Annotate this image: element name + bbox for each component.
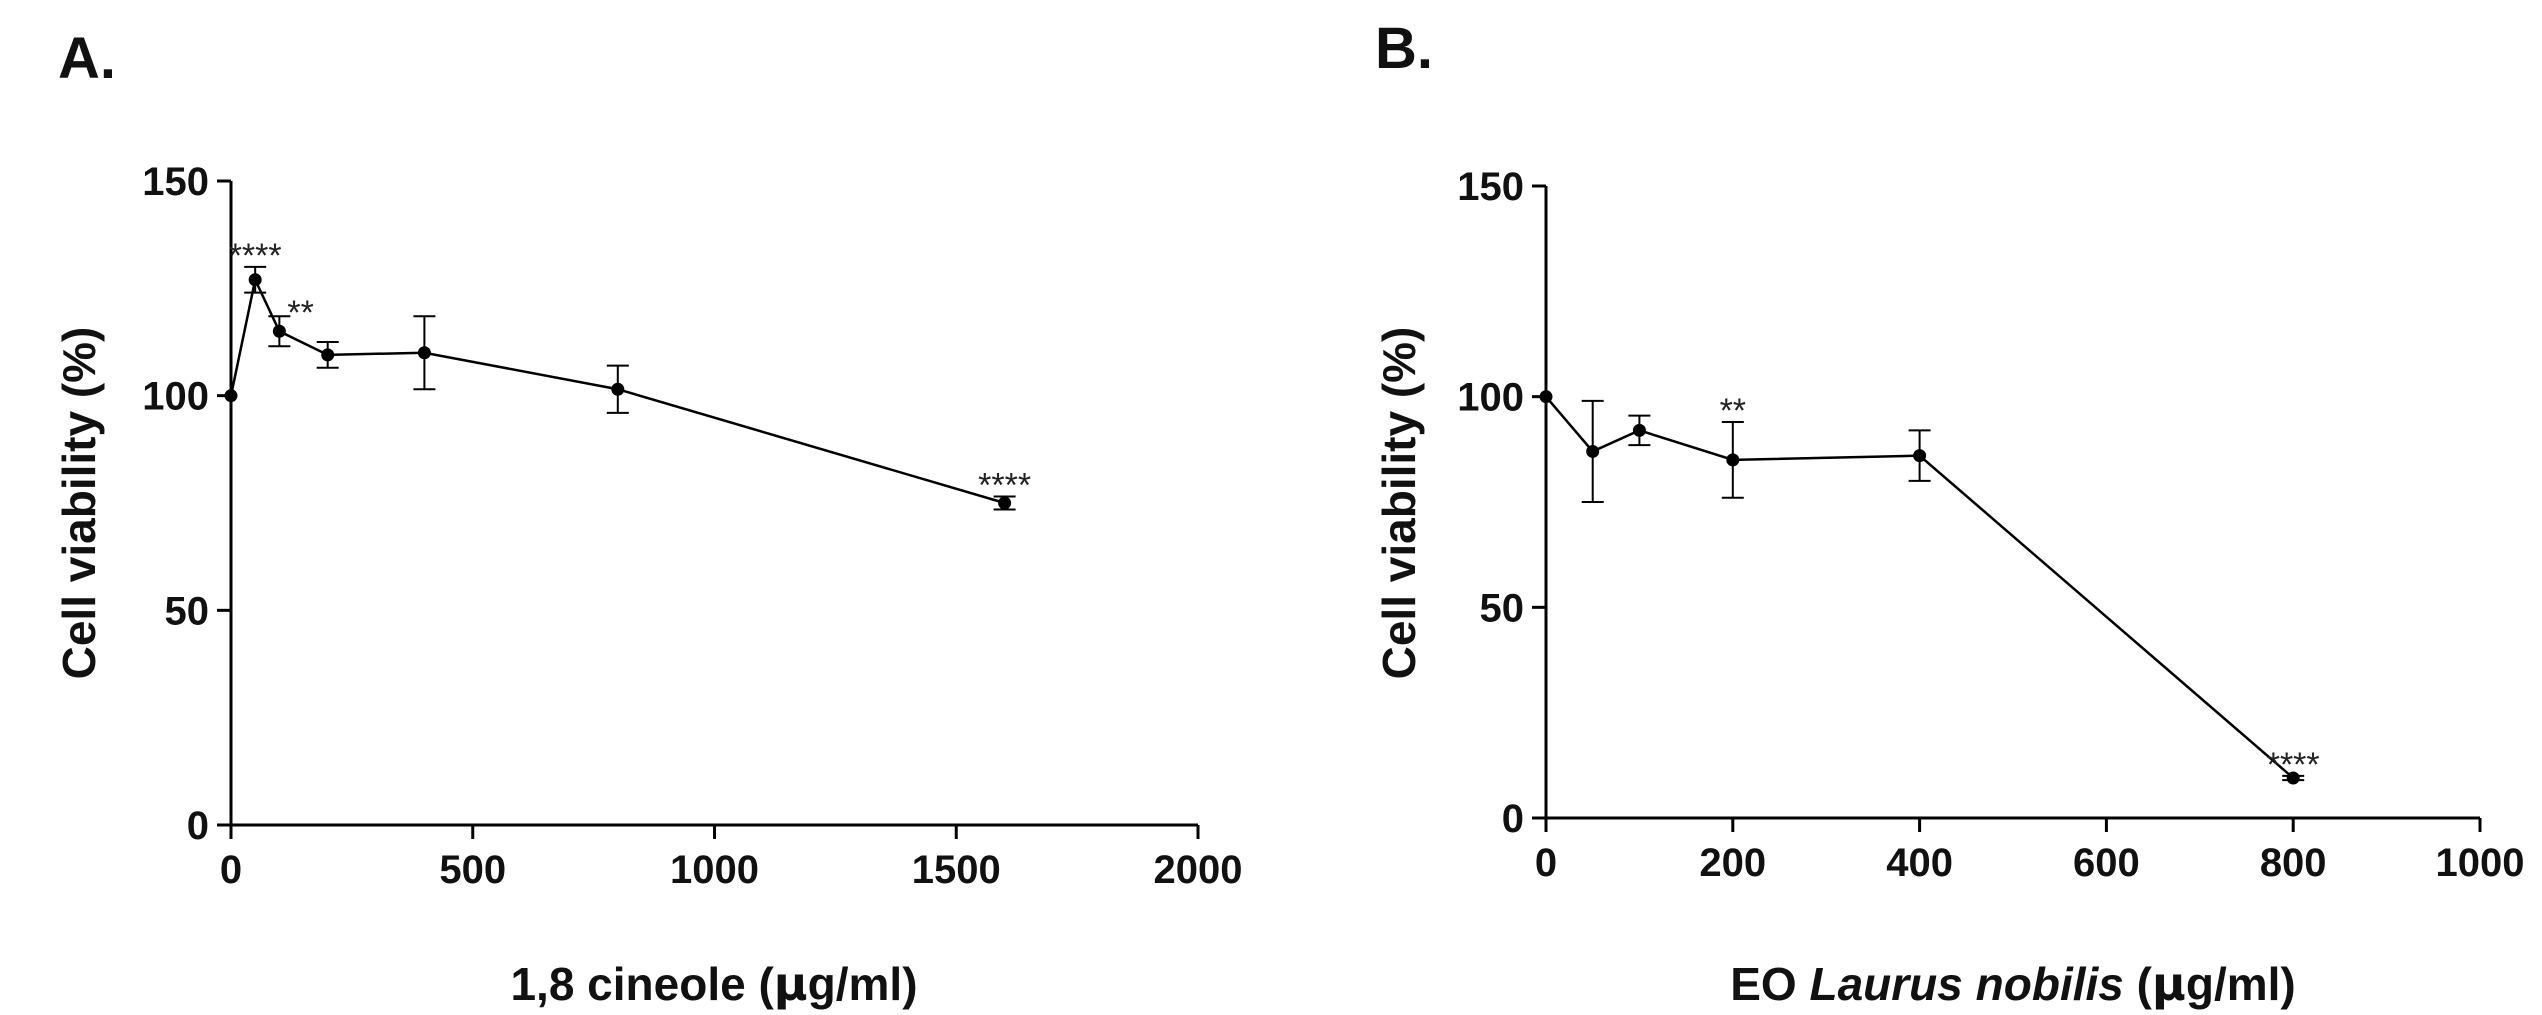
data-point-b [1539, 390, 1553, 404]
y-tick-label-a: 100 [142, 375, 209, 419]
y-tick-label-a: 0 [187, 804, 209, 848]
y-tick-label-b: 0 [1502, 797, 1524, 841]
y-tick-label-b: 150 [1457, 165, 1524, 209]
data-point-b [2286, 771, 2300, 785]
panel-a-label: A. [58, 26, 116, 91]
data-point-a [248, 273, 262, 287]
significance-label-b: ** [1720, 392, 1746, 430]
x-tick-label-b: 200 [1699, 841, 1766, 885]
significance-label-a: **** [229, 237, 282, 275]
data-point-a [321, 348, 335, 362]
y-tick-label-a: 50 [165, 589, 210, 633]
data-point-b [1726, 453, 1740, 467]
data-point-b [1586, 444, 1600, 458]
x-tick-label-b: 0 [1535, 841, 1557, 885]
series-line-b [1545, 395, 2295, 779]
panel-b-chart: B. 0 50 100 150 0 200 400 600 800 1000 EO Laurus no… [1373, 16, 2524, 1011]
data-point-b [1632, 423, 1646, 437]
significance-label-a: ** [287, 294, 313, 332]
x-tick-label-a: 2000 [1154, 848, 1243, 892]
x-axis-title-b: EO Laurus nobilis (μg/ml) [1730, 957, 2295, 1011]
x-axis-title-a: 1,8 cineole (μg/ml) [510, 957, 917, 1011]
x-tick-label-b: 800 [2260, 841, 2327, 885]
y-tick-label-b: 50 [1480, 586, 1525, 630]
x-tick-label-b: 1000 [2436, 841, 2525, 885]
x-tick-label-b: 600 [2073, 841, 2140, 885]
x-tick-label-a: 1000 [670, 848, 759, 892]
data-point-a [224, 389, 238, 403]
x-tick-label-a: 0 [220, 848, 242, 892]
panel-b-label: B. [1375, 16, 1433, 81]
data-point-a [998, 496, 1012, 510]
x-tick-label-a: 1500 [912, 848, 1001, 892]
x-tick-label-a: 500 [439, 848, 506, 892]
data-point-b [1913, 449, 1927, 463]
significance-label-b: **** [2267, 746, 2320, 784]
x-tick-label-b: 400 [1886, 841, 1953, 885]
y-axis-title-b: Cell viability (%) [1373, 327, 1425, 680]
data-point-a [611, 382, 625, 396]
data-point-a [272, 324, 286, 338]
data-point-a [417, 346, 431, 360]
y-tick-label-b: 100 [1457, 376, 1524, 420]
y-axis-title-a: Cell viability (%) [53, 327, 105, 680]
significance-label-a: **** [978, 467, 1031, 505]
y-tick-label-a: 150 [142, 160, 209, 204]
